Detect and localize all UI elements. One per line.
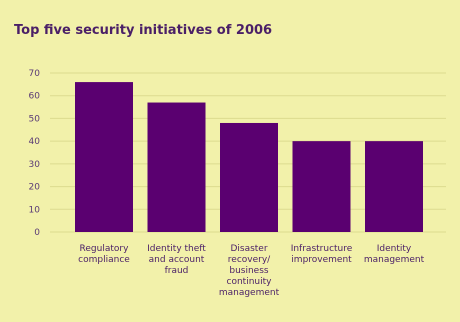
x-category-label-line: management — [364, 255, 425, 265]
x-category-label-line: fraud — [165, 266, 189, 276]
y-tick-label: 50 — [29, 114, 41, 124]
x-category-label-line: Identity theft — [147, 244, 206, 254]
x-category-label-line: recovery/ — [228, 255, 271, 265]
x-category-label: Identity theft and account fraud — [147, 244, 206, 276]
bar — [220, 122, 278, 232]
x-category-label: Regulatory compliance — [78, 244, 130, 265]
x-category-label-line: improvement — [291, 255, 352, 265]
y-tick-label: 20 — [29, 183, 41, 193]
chart-title: Top five security initiatives of 2006 — [14, 23, 272, 38]
x-category-label-line: continuity — [227, 277, 273, 287]
bar — [75, 82, 133, 232]
bar — [365, 141, 423, 232]
x-category-label-line: compliance — [78, 255, 130, 265]
y-tick-label: 40 — [29, 137, 41, 147]
y-tick-label: 70 — [29, 69, 41, 79]
x-category-label-line: Regulatory — [80, 244, 130, 254]
x-category-label-line: management — [219, 288, 280, 298]
y-tick-label: 10 — [29, 205, 41, 215]
y-tick-label: 60 — [29, 92, 41, 102]
bar — [292, 141, 351, 232]
x-category-label-line: Disaster — [230, 244, 267, 254]
y-axis-ticks: 0 10 20 30 40 50 60 70 — [29, 69, 41, 238]
x-category-label-line: business — [229, 266, 269, 276]
y-tick-label: 30 — [29, 160, 41, 170]
x-axis-labels: Regulatory compliance Identity theft and ac… — [78, 244, 424, 298]
bar-layer — [75, 82, 423, 233]
x-category-label-line: Infrastructure — [291, 244, 353, 254]
y-tick-label: 0 — [34, 228, 40, 238]
x-category-label: Infrastructure improvement — [291, 244, 353, 265]
x-category-label: Identity management — [364, 244, 425, 265]
x-category-label-line: Identity — [377, 244, 412, 254]
x-category-label: Disaster recovery/business continuity manag… — [219, 244, 280, 298]
bar — [147, 102, 206, 233]
x-category-label-line: and account — [149, 255, 205, 265]
